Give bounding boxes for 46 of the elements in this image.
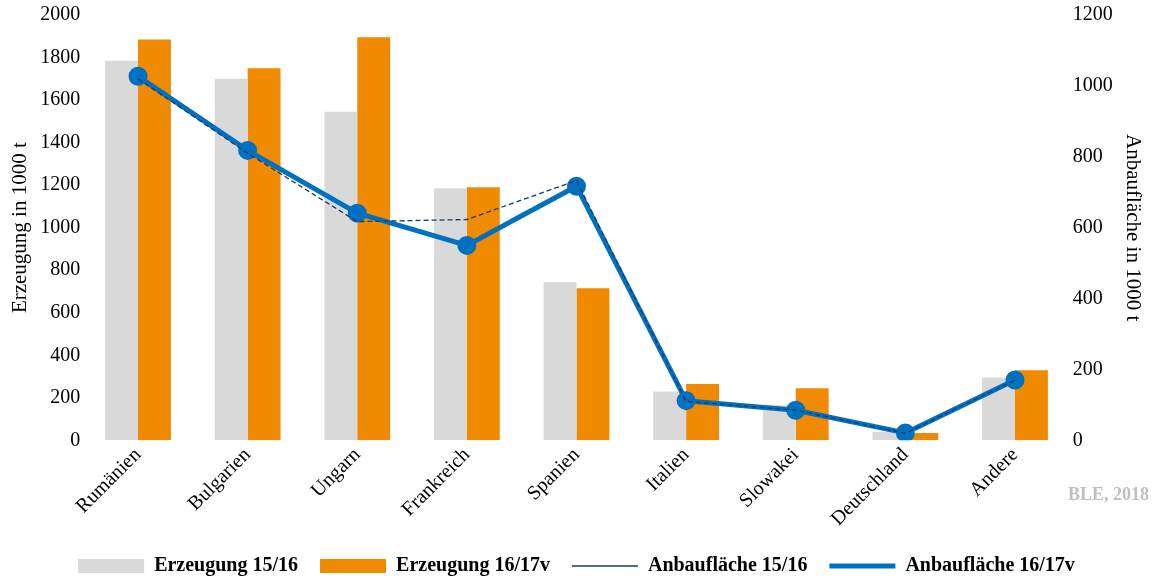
y2-tick-label: 0 xyxy=(1072,427,1083,450)
y-tick-label: 400 xyxy=(50,342,81,365)
legend-label: Anbaufläche 15/16 xyxy=(647,553,808,576)
y-tick-label: 1000 xyxy=(40,214,81,237)
bar xyxy=(576,288,610,441)
point xyxy=(676,391,696,411)
y-tick-label: 1200 xyxy=(40,172,81,195)
y2-tick-label: 200 xyxy=(1072,356,1103,379)
y-tick-label: 1600 xyxy=(40,87,81,110)
point xyxy=(895,423,915,441)
y2-tick-label: 1000 xyxy=(1072,73,1113,96)
bar xyxy=(105,60,139,441)
point xyxy=(786,400,806,420)
point xyxy=(347,203,367,223)
point xyxy=(567,176,586,196)
y2-tick-label: 800 xyxy=(1072,144,1103,167)
legend-label: Erzeugung 15/16 xyxy=(154,553,299,577)
bar xyxy=(433,188,467,441)
point xyxy=(128,66,148,86)
y-tick-label: 200 xyxy=(50,385,81,408)
bar xyxy=(653,391,687,441)
bar xyxy=(357,37,391,441)
y-tick-label: 0 xyxy=(70,427,81,450)
bar xyxy=(138,39,171,441)
bar xyxy=(247,68,281,441)
bar xyxy=(324,111,358,441)
bar xyxy=(214,78,248,441)
y-tick-label: 600 xyxy=(50,299,81,322)
point xyxy=(457,235,477,255)
y2-tick-label: 400 xyxy=(1072,285,1103,308)
y-tick-label: 2000 xyxy=(40,2,81,25)
y2-tick-label: 600 xyxy=(1072,214,1103,237)
y-tick-label: 800 xyxy=(50,257,81,280)
legend-label: Erzeugung 16/17v xyxy=(396,553,550,577)
y2-tick-label: 1200 xyxy=(1072,2,1113,25)
legend-label: Anbaufläche 16/17v xyxy=(905,553,1075,576)
y2-axis-title: Anbaufläche in 1000 t xyxy=(1121,134,1146,322)
bar xyxy=(543,281,577,441)
text: BLE, 2018 xyxy=(1068,484,1150,505)
point xyxy=(238,140,258,160)
y-axis-title: Erzeugung in 1000 t xyxy=(7,142,32,314)
y-tick-label: 1400 xyxy=(40,129,81,152)
bar xyxy=(466,187,500,441)
point xyxy=(1005,370,1025,390)
bar xyxy=(1014,370,1048,441)
y-tick-label: 1800 xyxy=(40,44,81,67)
